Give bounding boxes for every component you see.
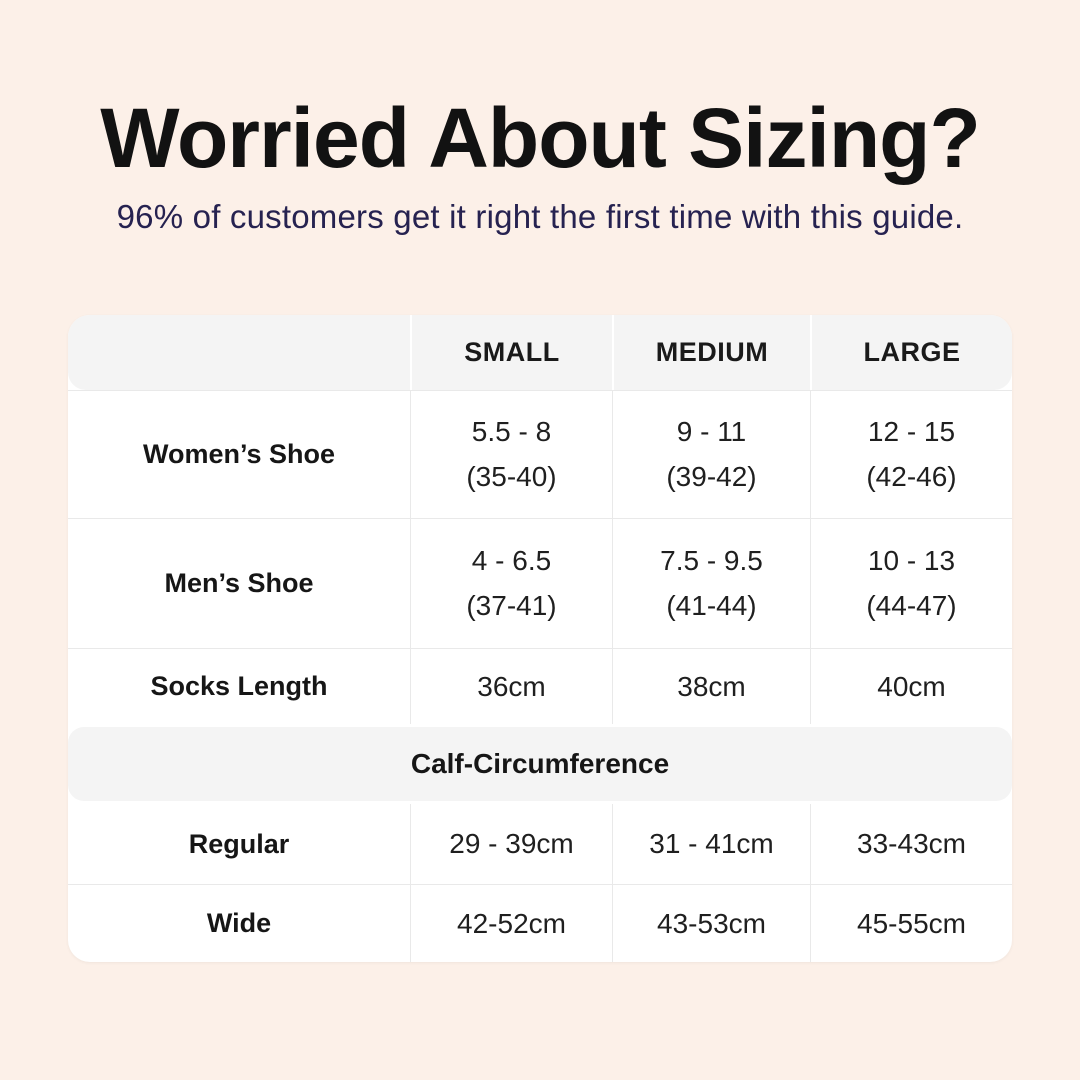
value-eu: (41-44) (666, 589, 757, 621)
value-eu: (44-47) (866, 589, 957, 621)
value-range: 10 - 13 (867, 544, 956, 576)
row-label: Women’s Shoe (142, 439, 336, 469)
cell-womens-medium: 9 - 11 (39-42) (612, 391, 810, 518)
page-title: Worried About Sizing? (100, 91, 981, 185)
header-cell-small: SMALL (410, 315, 612, 390)
cell-regular-medium: 31 - 41cm (612, 804, 810, 884)
row-label: Men’s Shoe (164, 568, 314, 598)
value-range: 5.5 - 8 (471, 415, 552, 447)
table-header-row: SMALL MEDIUM LARGE (68, 315, 1012, 390)
value-range: 4 - 6.5 (471, 544, 552, 576)
page-subtitle: 96% of customers get it right the first … (116, 198, 964, 236)
cell-wide-small: 42-52cm (410, 885, 612, 962)
size-table-card: SMALL MEDIUM LARGE Women’s Shoe 5.5 - 8 … (68, 315, 1012, 962)
cell-regular-large: 33-43cm (810, 804, 1012, 884)
header-cell-large: LARGE (810, 315, 1012, 390)
header-cell-medium: MEDIUM (612, 315, 810, 390)
cell-wide-large: 45-55cm (810, 885, 1012, 962)
cell-mens-medium: 7.5 - 9.5 (41-44) (612, 519, 810, 648)
section-band-wrap: Calf-Circumference (68, 724, 1012, 804)
row-label: Regular (188, 828, 290, 859)
table-row-womens-shoe: Women’s Shoe 5.5 - 8 (35-40) 9 - 11 (39-… (68, 390, 1012, 518)
table-row-regular: Regular 29 - 39cm 31 - 41cm 33-43cm (68, 804, 1012, 884)
table-row-wide: Wide 42-52cm 43-53cm 45-55cm (68, 884, 1012, 962)
row-label: Wide (206, 908, 272, 938)
header-cell-empty (68, 315, 410, 390)
cell-socks-medium: 38cm (612, 649, 810, 724)
value-range: 9 - 11 (676, 415, 747, 447)
table-row-mens-shoe: Men’s Shoe 4 - 6.5 (37-41) 7.5 - 9.5 (41… (68, 518, 1012, 648)
value-eu: (37-41) (466, 589, 557, 621)
value-eu: (35-40) (466, 460, 557, 492)
cell-regular-small: 29 - 39cm (410, 804, 612, 884)
cell-mens-large: 10 - 13 (44-47) (810, 519, 1012, 648)
value-range: 7.5 - 9.5 (660, 544, 763, 576)
row-label: Socks Length (150, 671, 328, 701)
cell-socks-large: 40cm (810, 649, 1012, 724)
value-eu: (39-42) (666, 460, 757, 492)
hero-section: Worried About Sizing? 96% of customers g… (0, 0, 1080, 236)
cell-mens-small: 4 - 6.5 (37-41) (410, 519, 612, 648)
cell-womens-large: 12 - 15 (42-46) (810, 391, 1012, 518)
cell-wide-medium: 43-53cm (612, 885, 810, 962)
cell-socks-small: 36cm (410, 649, 612, 724)
section-header-calf-circumference: Calf-Circumference (68, 727, 1012, 801)
value-range: 12 - 15 (867, 415, 956, 447)
table-row-socks-length: Socks Length 36cm 38cm 40cm (68, 648, 1012, 724)
cell-womens-small: 5.5 - 8 (35-40) (410, 391, 612, 518)
value-eu: (42-46) (866, 460, 957, 492)
